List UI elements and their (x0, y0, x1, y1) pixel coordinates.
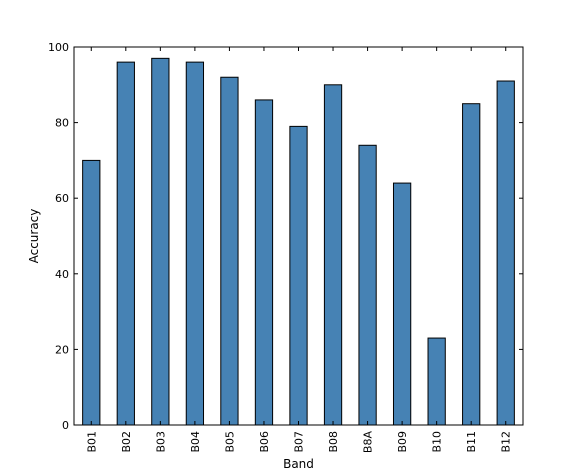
bar-b11 (462, 103, 481, 426)
bar-b8a (358, 144, 377, 426)
x-axis-label: Band (283, 457, 314, 471)
y-axis-ticks: 0 20 40 60 80 100 (48, 41, 523, 432)
bar-b04 (185, 61, 205, 426)
x-tick-label-b04: B04 (189, 431, 202, 453)
x-tick-label-b07: B07 (293, 431, 306, 453)
x-tick-label-b05: B05 (223, 431, 236, 453)
x-axis-ticks: B01 B02 B03 B04 B05 B06 B07 B08 B8A B09 B10 B11 B12 (85, 47, 513, 454)
bar-b12 (496, 80, 515, 426)
x-tick-label-b08: B08 (327, 431, 340, 453)
bar-b10 (427, 337, 446, 426)
y-axis-label: Accuracy (27, 209, 41, 264)
y-tick-label-80: 80 (55, 117, 69, 130)
bar-b03 (151, 57, 170, 426)
bar-b06 (254, 99, 274, 426)
y-tick-label-100: 100 (48, 41, 69, 54)
bar-b05 (220, 76, 239, 426)
bar-b08 (323, 84, 343, 426)
x-tick-label-b10: B10 (431, 431, 444, 453)
x-tick-label-b8a: B8A (362, 431, 375, 454)
x-tick-label-b06: B06 (258, 431, 271, 453)
x-tick-label-b01: B01 (85, 431, 98, 453)
y-tick-label-20: 20 (55, 343, 69, 356)
y-tick-label-60: 60 (55, 192, 69, 205)
x-tick-label-b02: B02 (120, 431, 133, 453)
bar-b07 (289, 125, 308, 426)
x-tick-label-b03: B03 (154, 431, 167, 453)
y-tick-label-0: 0 (62, 419, 69, 432)
x-tick-label-b12: B12 (500, 431, 513, 453)
y-tick-label-40: 40 (55, 268, 69, 281)
bar-b09 (392, 182, 412, 426)
x-tick-label-b11: B11 (465, 431, 478, 453)
bars-group (82, 57, 515, 426)
bar-b01 (82, 159, 101, 426)
bar-b02 (116, 61, 135, 426)
x-tick-label-b09: B09 (396, 431, 409, 453)
